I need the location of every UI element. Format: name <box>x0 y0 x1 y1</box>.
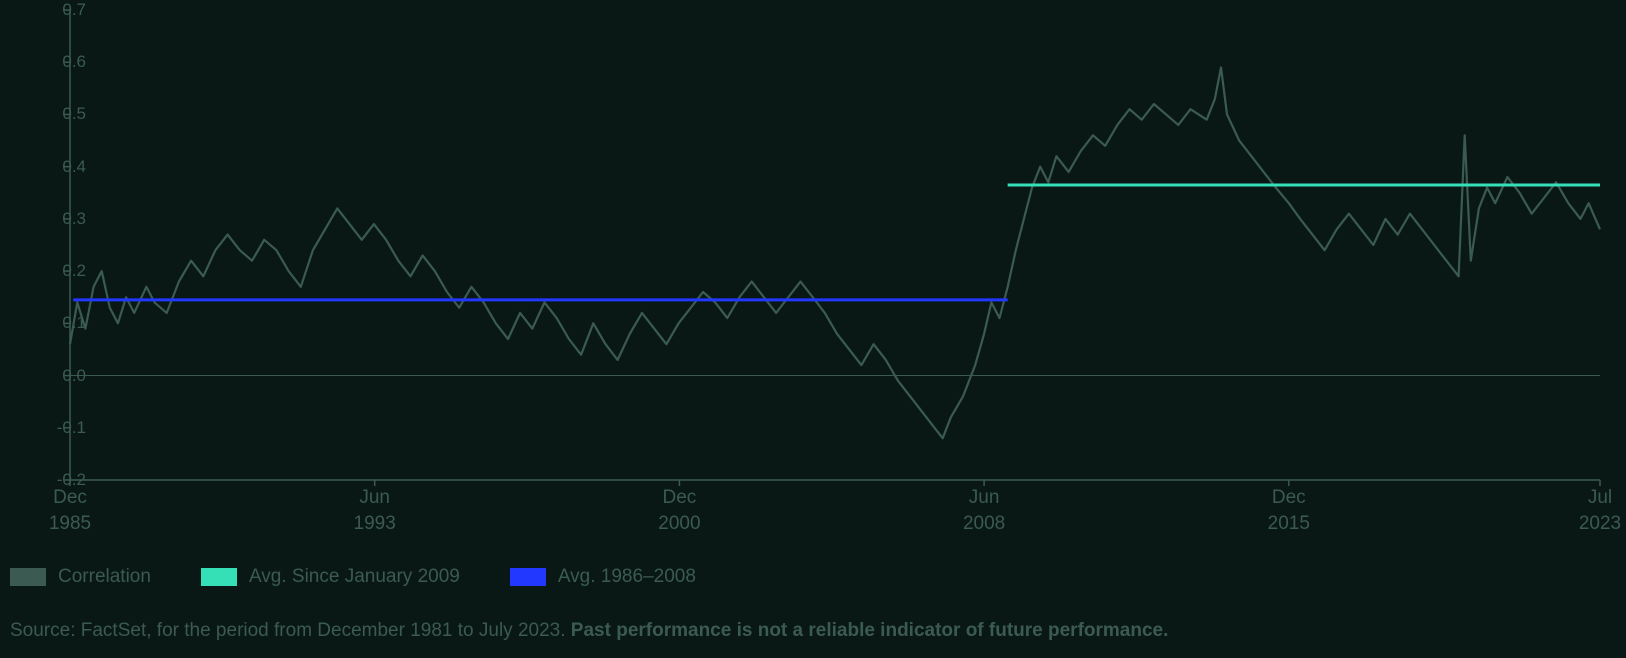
x-tick-label: Dec1985 <box>49 485 91 536</box>
x-tick-label: Jul2023 <box>1579 485 1621 536</box>
legend-swatch <box>201 568 237 586</box>
y-tick-label: 0.3 <box>62 209 86 229</box>
y-tick-label: 0.7 <box>62 0 86 20</box>
legend-label: Correlation <box>58 566 151 588</box>
source-prefix: Source: FactSet, for the period from Dec… <box>10 620 571 641</box>
y-tick-label: 0.6 <box>62 52 86 72</box>
legend: Correlation Avg. Since January 2009 Avg. 1… <box>10 566 696 588</box>
legend-item-correlation: Correlation <box>10 566 151 588</box>
legend-swatch <box>10 568 46 586</box>
legend-label: Avg. Since January 2009 <box>249 566 460 588</box>
y-tick-label: 0.5 <box>62 104 86 124</box>
x-tick-label: Jun2008 <box>963 485 1005 536</box>
x-tick-label: Dec2000 <box>658 485 700 536</box>
legend-swatch <box>510 568 546 586</box>
y-tick-label: -0.1 <box>57 418 86 438</box>
source-text: Source: FactSet, for the period from Dec… <box>10 620 1168 642</box>
legend-label: Avg. 1986–2008 <box>558 566 696 588</box>
x-tick-label: Dec2015 <box>1268 485 1310 536</box>
legend-item-avg_1986_2008: Avg. 1986–2008 <box>510 566 696 588</box>
x-tick-label: Jun1993 <box>354 485 396 536</box>
chart-plot-area <box>70 10 1600 480</box>
correlation-line <box>70 67 1600 438</box>
legend-item-avg_since_2009: Avg. Since January 2009 <box>201 566 460 588</box>
chart-svg <box>70 10 1600 480</box>
y-tick-label: 0.0 <box>62 366 86 386</box>
source-bold: Past performance is not a reliable indic… <box>571 620 1169 641</box>
y-tick-label: 0.1 <box>62 313 86 333</box>
y-tick-label: 0.2 <box>62 261 86 281</box>
y-tick-label: 0.4 <box>62 157 86 177</box>
